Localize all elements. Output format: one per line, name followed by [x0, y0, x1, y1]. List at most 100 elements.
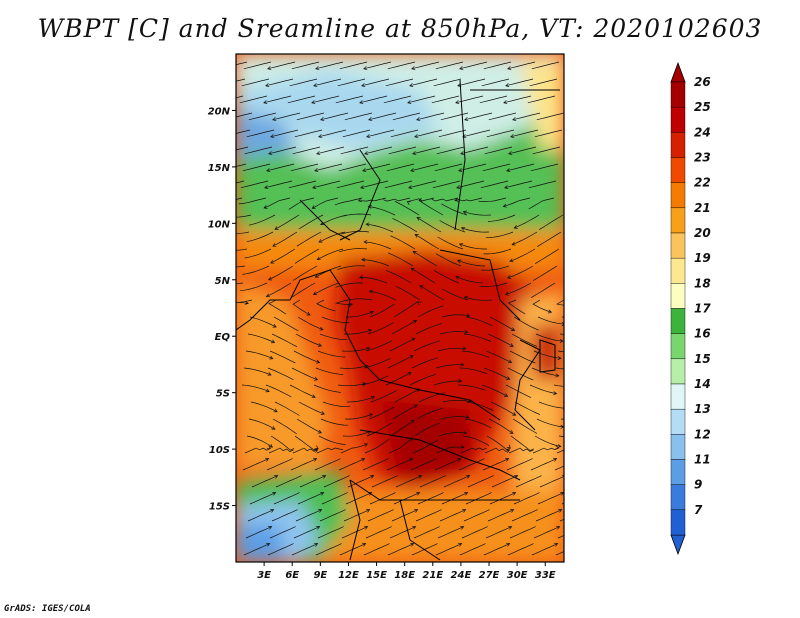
streamline — [268, 146, 297, 155]
streamline-arrow — [462, 346, 467, 351]
streamline — [394, 200, 420, 216]
streamline — [419, 475, 446, 488]
streamline — [359, 277, 388, 284]
streamline — [504, 180, 533, 189]
streamline — [436, 446, 464, 454]
streamline — [459, 61, 488, 70]
map-frame — [235, 53, 565, 563]
streamline — [509, 526, 536, 539]
streamline — [419, 285, 445, 301]
streamline-arrow — [507, 359, 513, 364]
streamline — [317, 350, 346, 358]
streamline-arrow — [361, 257, 366, 262]
streamline-arrow — [559, 339, 564, 344]
streamline — [321, 492, 348, 505]
streamline-arrow — [272, 323, 277, 328]
streamline — [387, 355, 414, 369]
credit-text: GrADS: IGES/COLA — [4, 604, 91, 614]
streamline — [460, 146, 489, 155]
streamline — [366, 129, 395, 138]
streamline — [312, 197, 339, 209]
streamline — [460, 447, 487, 454]
streamline — [393, 301, 418, 318]
streamline — [433, 270, 460, 284]
streamline — [392, 404, 418, 420]
streamline — [244, 248, 272, 259]
streamline — [264, 180, 293, 189]
streamline — [461, 350, 490, 358]
streamline — [289, 384, 316, 398]
streamline — [366, 223, 394, 233]
streamline — [322, 401, 351, 408]
streamline-arrow — [312, 291, 318, 295]
streamline — [316, 146, 345, 155]
colorbar-segment — [670, 106, 686, 133]
streamline — [537, 316, 564, 325]
streamline — [236, 265, 246, 268]
streamline — [272, 418, 297, 435]
streamline — [440, 112, 469, 121]
colorbar-segment — [670, 484, 686, 511]
lon-tick-label: 9E — [313, 570, 327, 581]
streamline-arrow — [217, 185, 220, 188]
streamline — [240, 180, 269, 189]
streamline — [557, 350, 564, 352]
streamline-arrow — [460, 444, 465, 449]
streamline — [248, 112, 277, 121]
lat-tick-label: 5N — [215, 276, 231, 287]
streamline-arrow — [460, 226, 466, 231]
streamline — [527, 95, 556, 104]
streamline — [296, 231, 322, 247]
streamline-arrow — [225, 117, 228, 120]
streamline-arrow — [314, 168, 319, 173]
streamline — [553, 384, 564, 387]
streamline — [431, 95, 460, 104]
streamline — [393, 492, 420, 505]
streamline — [479, 95, 508, 104]
streamline-arrow — [457, 259, 462, 264]
streamline — [509, 350, 536, 364]
streamline-arrow — [363, 239, 368, 245]
streamline — [317, 526, 344, 539]
colorbar-segment — [670, 207, 686, 234]
streamline-arrow — [313, 376, 319, 381]
streamline — [391, 320, 417, 335]
streamline-arrow — [413, 320, 418, 324]
streamline — [263, 95, 292, 104]
streamline — [411, 61, 440, 70]
streamline — [388, 146, 417, 155]
streamline-arrow — [412, 250, 417, 255]
streamline-arrow — [506, 542, 511, 547]
streamline — [343, 329, 372, 335]
streamline — [442, 288, 469, 301]
streamline-arrow — [316, 151, 321, 156]
streamline-arrow — [270, 339, 276, 344]
streamline — [533, 526, 560, 539]
streamline-arrow — [316, 256, 321, 261]
streamline — [461, 526, 488, 539]
streamline — [266, 458, 293, 471]
streamline-arrow — [313, 457, 318, 462]
streamline — [272, 112, 301, 121]
streamline — [365, 340, 393, 352]
streamline — [562, 401, 564, 403]
streamline-arrow — [264, 185, 269, 190]
streamline-arrow — [365, 222, 370, 227]
streamline — [411, 268, 436, 284]
streamline-arrow — [414, 508, 419, 513]
streamline — [390, 129, 419, 138]
streamline-arrow — [219, 248, 222, 251]
colorbar-segment — [670, 232, 686, 259]
streamline — [266, 163, 295, 172]
streamline — [390, 235, 416, 250]
streamline — [288, 197, 315, 210]
streamline — [507, 543, 534, 556]
streamline-arrow — [266, 445, 271, 450]
streamline — [249, 492, 276, 505]
streamline — [367, 322, 394, 335]
streamline-arrow — [361, 83, 366, 88]
streamline-arrow — [464, 329, 469, 334]
streamline — [535, 248, 560, 264]
streamline — [319, 509, 346, 522]
streamline — [275, 475, 302, 488]
